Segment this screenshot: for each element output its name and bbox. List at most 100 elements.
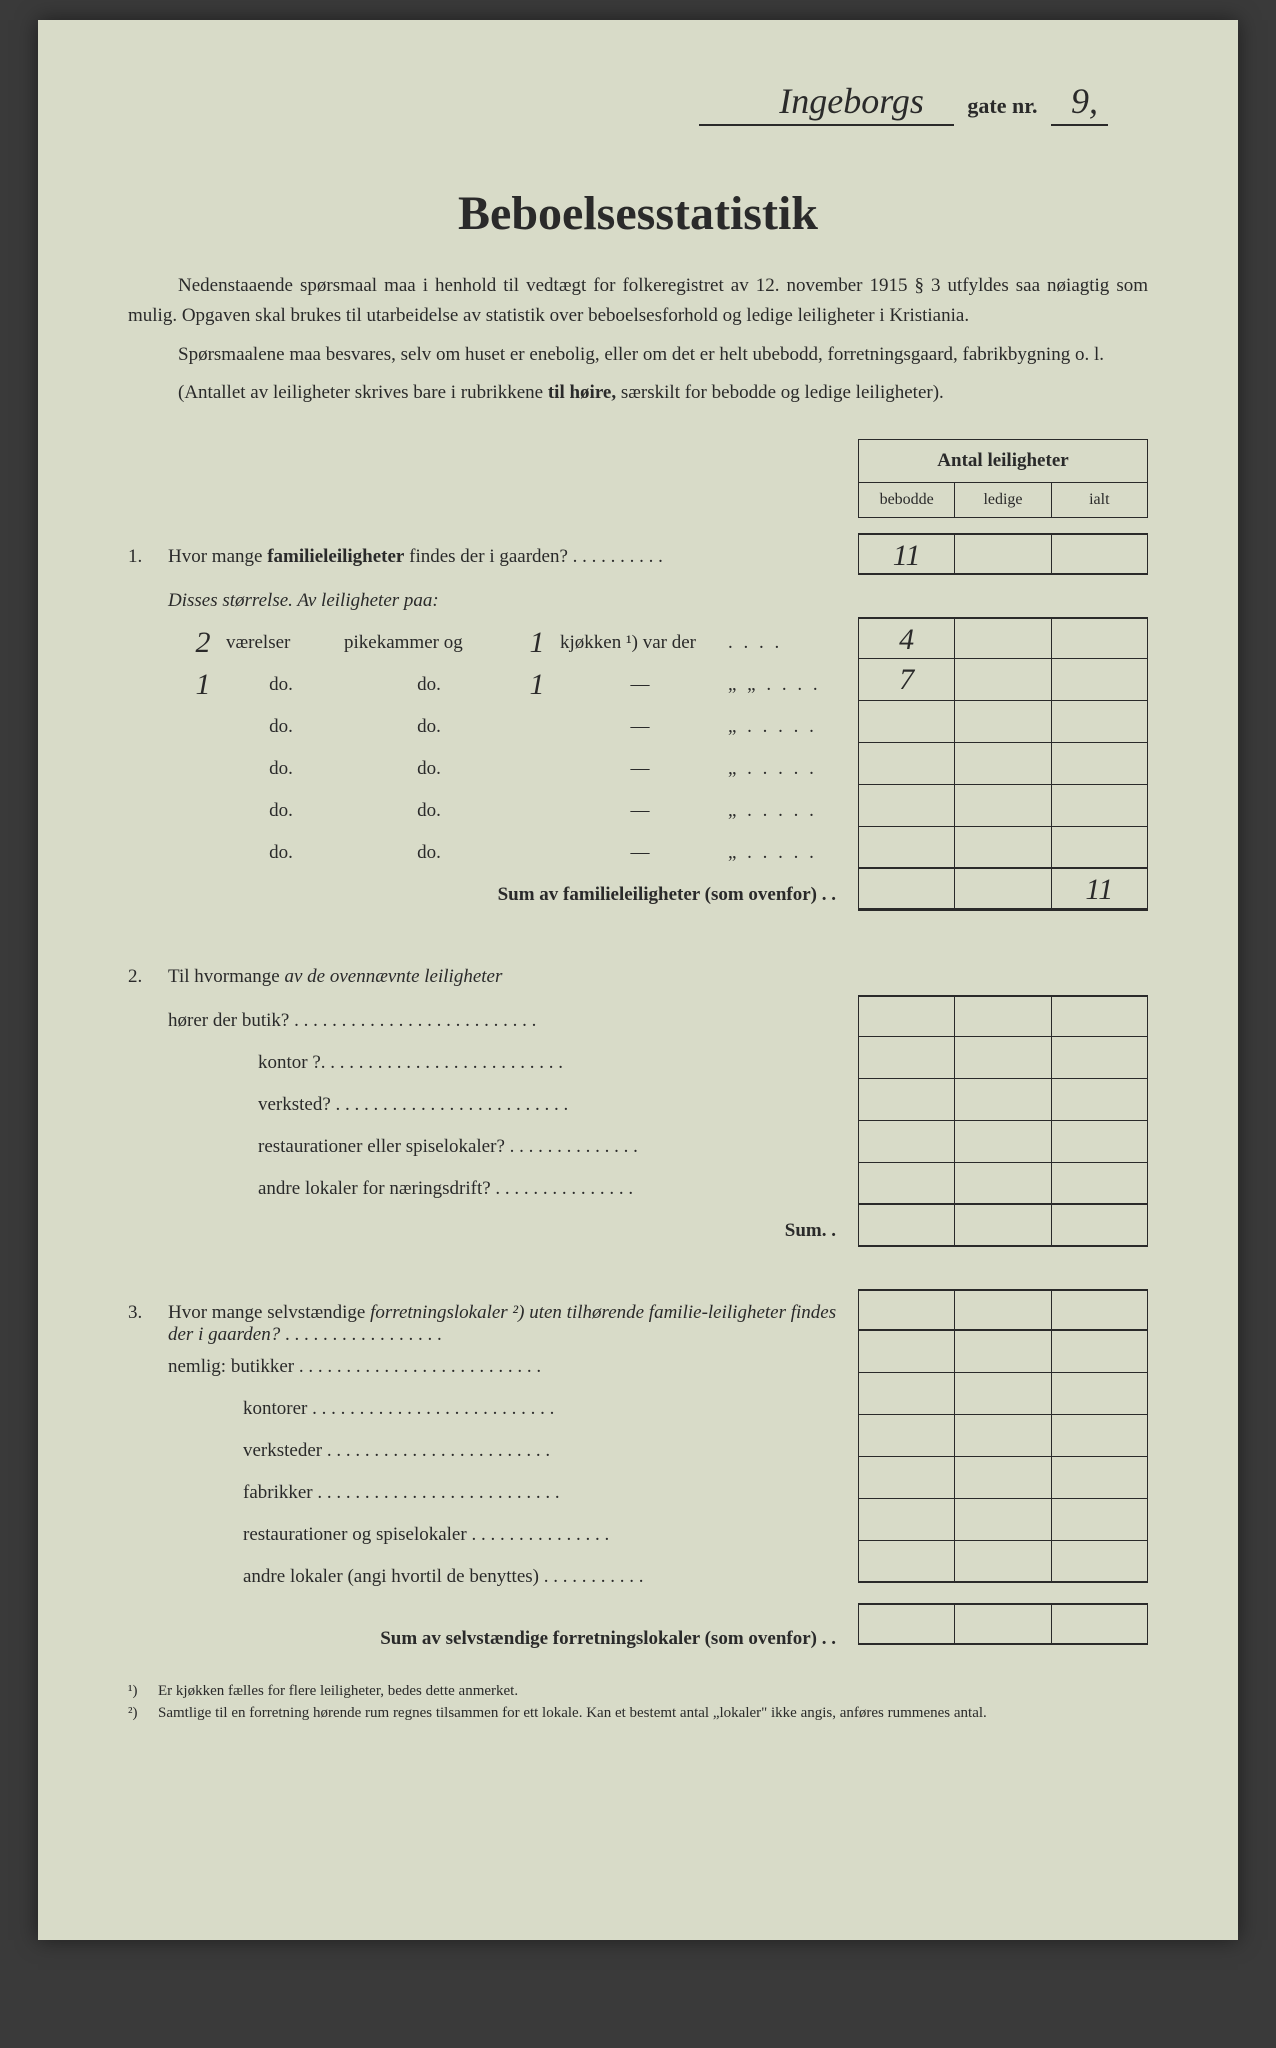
question-2: 2. Til hvormange av de ovennævnte leilig… (128, 958, 846, 1000)
data-row-q3-0 (858, 1331, 1148, 1373)
vaerelser-1: 1 (188, 668, 218, 702)
label-vaer-3: do. (226, 758, 336, 780)
q2-row-4: andre lokaler for næringsdrift? . . . . … (128, 1168, 846, 1210)
dots-1: „ „ . . . . (728, 674, 821, 696)
intro-p2: Spørsmaalene maa besvares, selv om huset… (128, 340, 1148, 370)
data-row-q3-2 (858, 1415, 1148, 1457)
q3-nemlig: nemlig: butikker . . . . . . . . . . . .… (128, 1346, 846, 1388)
dots-2: „ . . . . . (728, 716, 817, 738)
content-area: 1. Hvor mange familieleiligheter findes … (128, 439, 1148, 1660)
q2-text-b: av de ovennævnte leiligheter (284, 966, 502, 987)
label-vaer-5: do. (226, 842, 336, 864)
fn2-mark: ²) (128, 1702, 148, 1725)
q3-row-3: fabrikker . . . . . . . . . . . . . . . … (128, 1472, 846, 1514)
label-pike-3: do. (344, 758, 514, 780)
question-3: 3. Hvor mange selvstændige forretningslo… (128, 1294, 846, 1346)
data-row-q1-2 (858, 701, 1148, 743)
q3-row-2: verksteder . . . . . . . . . . . . . . .… (128, 1430, 846, 1472)
q1-total-bebodde: 11 (859, 535, 955, 573)
dots-0: . . . . (728, 632, 782, 654)
q3-text-b: forretningslokaler ²) (370, 1302, 524, 1323)
q1-text-b: familieleiligheter (267, 546, 404, 567)
gate-number-field: 9, (1051, 80, 1108, 126)
q2-number: 2. (128, 966, 168, 988)
q1-text: Hvor mange familieleiligheter findes der… (168, 546, 846, 568)
data-row-q3-main (858, 1289, 1148, 1331)
q2-text: Til hvormange av de ovennævnte leilighet… (168, 966, 846, 988)
intro-p1: Nedenstaaende spørsmaal maa i henhold ti… (128, 271, 1148, 332)
col-bebodde: bebodde (859, 483, 955, 517)
data-row-q2-2 (858, 1079, 1148, 1121)
q1-total-ledige (955, 535, 1051, 573)
q1-text-c: findes der i gaarden? . . . . . . . . . … (404, 546, 663, 567)
label-kj-0: kjøkken ¹) var der (560, 632, 720, 654)
kjokken-0: 1 (522, 626, 552, 660)
label-pike-5: do. (344, 842, 514, 864)
vaerelser-0: 2 (188, 626, 218, 660)
data-row-q2-0 (858, 995, 1148, 1037)
data-row-q1-4 (858, 785, 1148, 827)
q1-size-row-1: 1 do. do. 1 — „ „ . . . . (128, 664, 846, 706)
col-ledige: ledige (955, 483, 1051, 517)
data-row-q1-sum: 11 (858, 869, 1148, 911)
nemlig-label: nemlig: (168, 1356, 226, 1378)
q3-dots: . . . . . . . . . . . . . . . . . (280, 1324, 442, 1345)
q1-sum-row: Sum av familieleiligheter (som ovenfor) … (128, 874, 846, 916)
header-line: Ingeborgs gate nr. 9, (128, 80, 1148, 126)
questions-column: 1. Hvor mange familieleiligheter findes … (128, 439, 846, 1660)
label-kj-5: — (560, 842, 720, 864)
table-column: Antal leiligheter bebodde ledige ialt 11… (858, 439, 1148, 1660)
data-row-q1-total: 11 (858, 533, 1148, 575)
q3-text-a: Hvor mange selvstændige (168, 1302, 370, 1323)
q1-size-row-0: 2 værelser pikekammer og 1 kjøkken ¹) va… (128, 622, 846, 664)
q1-size-row-5: do. do. — „ . . . . . (128, 832, 846, 874)
q3-row-4: restaurationer og spiselokaler . . . . .… (128, 1514, 846, 1556)
data-row-q3-4 (858, 1499, 1148, 1541)
fn1-mark: ¹) (128, 1680, 148, 1703)
q1-total-ialt (1052, 535, 1147, 573)
dots-3: „ . . . . . (728, 758, 817, 780)
q1-size-row-2: do. do. — „ . . . . . (128, 706, 846, 748)
q3-number: 3. (128, 1302, 168, 1324)
footnote-1: ¹) Er kjøkken fælles for flere leilighet… (128, 1680, 1148, 1703)
q2-row-3: restaurationer eller spiselokaler? . . .… (128, 1126, 846, 1168)
document-page: Ingeborgs gate nr. 9, Beboelsesstatistik… (38, 20, 1238, 1940)
data-row-q1-3 (858, 743, 1148, 785)
q1-sum-label: Sum av familieleiligheter (som ovenfor) … (498, 884, 836, 905)
dots-5: „ . . . . . (728, 842, 817, 864)
label-kj-4: — (560, 800, 720, 822)
q1-text-a: Hvor mange (168, 546, 267, 567)
data-row-q2-sum (858, 1205, 1148, 1247)
label-kj-1: — (560, 674, 720, 696)
question-1: 1. Hvor mange familieleiligheter findes … (128, 538, 846, 580)
q1-r0-bebodde: 4 (859, 619, 955, 658)
dots-4: „ . . . . . (728, 800, 817, 822)
q3-row-1: kontorer . . . . . . . . . . . . . . . .… (128, 1388, 846, 1430)
data-row-q2-3 (858, 1121, 1148, 1163)
intro-p3: (Antallet av leiligheter skrives bare i … (128, 378, 1148, 408)
data-row-q1-1: 7 (858, 659, 1148, 701)
table-subheader: bebodde ledige ialt (859, 483, 1147, 517)
data-row-q1-5 (858, 827, 1148, 869)
data-row-q3-5 (858, 1541, 1148, 1583)
q2-sum: Sum. . (128, 1210, 846, 1252)
table-header: Antal leiligheter bebodde ledige ialt (858, 439, 1148, 518)
document-title: Beboelsesstatistik (128, 186, 1148, 241)
gate-label: gate nr. (967, 93, 1037, 118)
q1-size-row-3: do. do. — „ . . . . . (128, 748, 846, 790)
label-pike-4: do. (344, 800, 514, 822)
q1-size-row-4: do. do. — „ . . . . . (128, 790, 846, 832)
q3-sum-row: Sum av selvstændige forretningslokaler (… (128, 1618, 846, 1660)
q2-row-0: hører der butik? . . . . . . . . . . . .… (128, 1000, 846, 1042)
fn1-text: Er kjøkken fælles for flere leiligheter,… (158, 1680, 518, 1703)
q2-text-a: Til hvormange (168, 966, 284, 987)
q1-sublabel: Disses størrelse. Av leiligheter paa: (128, 580, 846, 622)
q3-row-5: andre lokaler (angi hvortil de benyttes)… (128, 1556, 846, 1598)
label-pike-2: do. (344, 716, 514, 738)
q2-row-1: kontor ?. . . . . . . . . . . . . . . . … (128, 1042, 846, 1084)
label-pike-0: pikekammer og (344, 632, 514, 654)
q3-row-0: butikker . . . . . . . . . . . . . . . .… (231, 1356, 541, 1378)
label-vaer-2: do. (226, 716, 336, 738)
data-row-q1-0: 4 (858, 617, 1148, 659)
label-pike-1: do. (344, 674, 514, 696)
